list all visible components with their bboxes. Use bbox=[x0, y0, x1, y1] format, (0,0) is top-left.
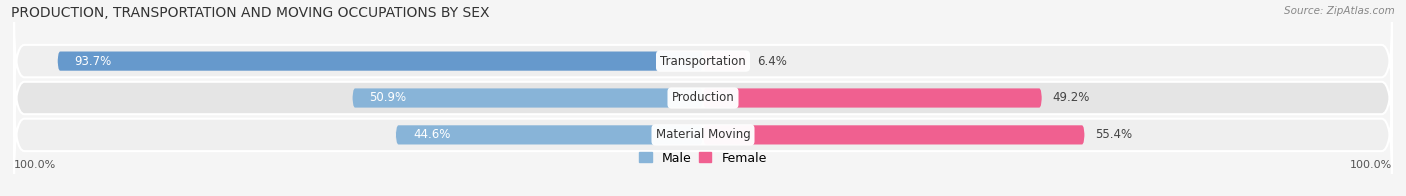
FancyBboxPatch shape bbox=[703, 52, 747, 71]
Text: 44.6%: 44.6% bbox=[413, 128, 450, 141]
Text: 93.7%: 93.7% bbox=[75, 55, 112, 68]
FancyBboxPatch shape bbox=[353, 88, 703, 108]
Text: Material Moving: Material Moving bbox=[655, 128, 751, 141]
Text: 6.4%: 6.4% bbox=[758, 55, 787, 68]
Text: 55.4%: 55.4% bbox=[1095, 128, 1132, 141]
Text: Source: ZipAtlas.com: Source: ZipAtlas.com bbox=[1284, 6, 1395, 16]
Text: PRODUCTION, TRANSPORTATION AND MOVING OCCUPATIONS BY SEX: PRODUCTION, TRANSPORTATION AND MOVING OC… bbox=[11, 6, 489, 20]
Legend: Male, Female: Male, Female bbox=[640, 152, 766, 164]
FancyBboxPatch shape bbox=[14, 22, 1392, 100]
Text: 100.0%: 100.0% bbox=[1350, 160, 1392, 170]
FancyBboxPatch shape bbox=[703, 88, 1042, 108]
FancyBboxPatch shape bbox=[703, 125, 1084, 144]
Text: Transportation: Transportation bbox=[661, 55, 745, 68]
Text: 50.9%: 50.9% bbox=[370, 92, 406, 104]
FancyBboxPatch shape bbox=[395, 125, 703, 144]
FancyBboxPatch shape bbox=[58, 52, 703, 71]
Text: Production: Production bbox=[672, 92, 734, 104]
Text: 100.0%: 100.0% bbox=[14, 160, 56, 170]
Text: 49.2%: 49.2% bbox=[1052, 92, 1090, 104]
FancyBboxPatch shape bbox=[14, 96, 1392, 174]
FancyBboxPatch shape bbox=[14, 59, 1392, 137]
